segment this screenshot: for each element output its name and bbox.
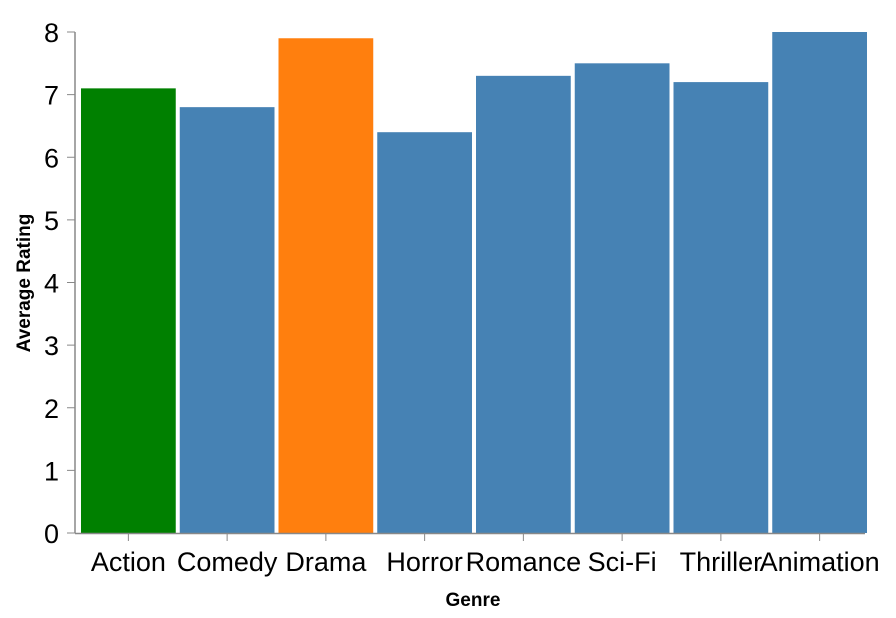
bar-action xyxy=(81,88,176,534)
y-tick-label: 0 xyxy=(44,519,59,549)
y-tick-label: 3 xyxy=(44,331,59,361)
bar-thriller xyxy=(673,82,769,533)
bar-drama xyxy=(278,38,374,533)
bar-comedy xyxy=(179,107,275,534)
x-tick-label: Thriller xyxy=(680,547,763,577)
y-tick-label: 7 xyxy=(44,81,59,111)
y-tick-label: 2 xyxy=(44,394,59,424)
bars-layer xyxy=(81,32,867,534)
bar-animation xyxy=(772,32,867,533)
y-tick-label: 8 xyxy=(44,18,59,48)
x-tick-label: Animation xyxy=(760,547,880,577)
x-tick-label: Comedy xyxy=(177,547,278,577)
bar-sci-fi xyxy=(574,63,670,533)
x-tick-label: Horror xyxy=(386,547,463,577)
y-axis-title: Average Rating xyxy=(14,214,35,353)
x-tick-label: Sci-Fi xyxy=(588,547,657,577)
y-tick-label: 4 xyxy=(44,269,59,299)
y-axis: 0 1 2 3 4 5 6 7 8 xyxy=(44,18,76,549)
bar-romance xyxy=(476,75,571,534)
x-axis-title: Genre xyxy=(446,590,501,611)
y-tick-label: 6 xyxy=(44,143,59,173)
x-tick-label: Drama xyxy=(285,547,367,577)
y-tick-label: 1 xyxy=(44,456,59,486)
x-tick-label: Romance xyxy=(466,547,582,577)
x-axis: Action Comedy Drama Horror Romance Sci-Fi Thri… xyxy=(75,532,880,577)
bar-horror xyxy=(377,132,472,533)
x-tick-label: Action xyxy=(91,547,166,577)
y-tick-label: 5 xyxy=(44,206,59,236)
